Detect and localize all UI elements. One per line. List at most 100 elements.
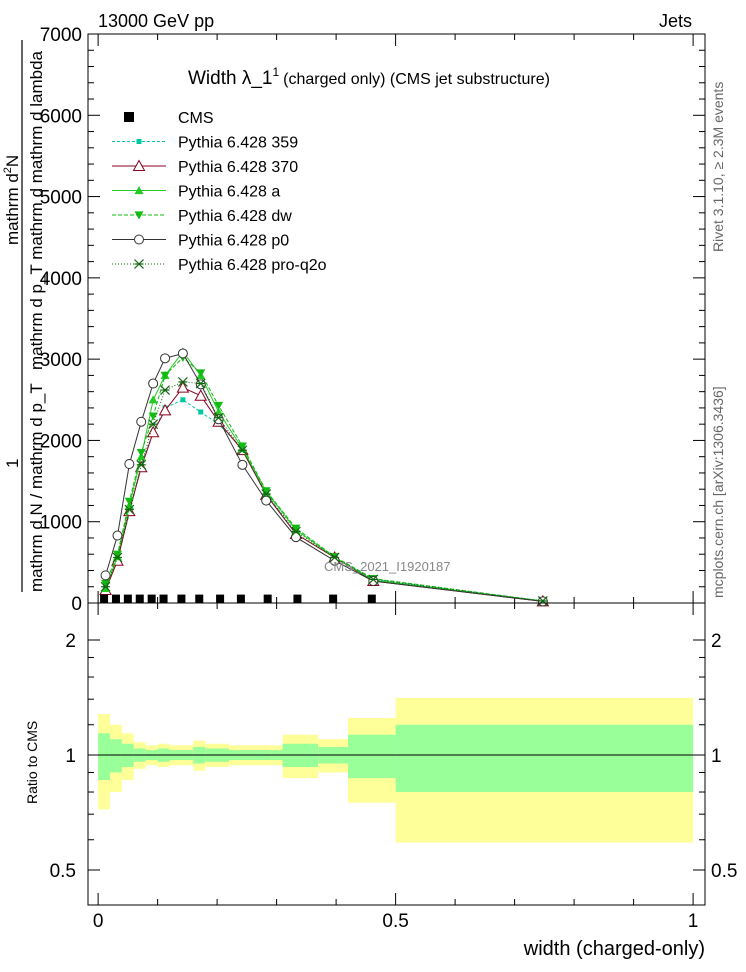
marker	[100, 581, 111, 592]
y-label-one: 1	[3, 459, 22, 468]
marker	[136, 459, 147, 470]
marker	[194, 389, 208, 401]
marker	[158, 403, 172, 416]
legend-item: Pythia 6.428 p0	[112, 233, 289, 250]
x-tick-labels: 0 0.5 1	[93, 911, 699, 932]
chart-title-main: Width λ_1	[188, 68, 272, 89]
legend-label: Pythia 6.428 p0	[178, 233, 289, 250]
ratio-y-tick-label-left: 1	[65, 746, 76, 767]
y-tick-label: 6000	[40, 106, 82, 127]
marker	[148, 395, 158, 404]
ratio-bands	[98, 697, 694, 843]
ratio-band-green	[110, 739, 122, 773]
marker	[101, 579, 111, 588]
marker	[136, 449, 146, 458]
marker	[290, 532, 301, 543]
marker	[148, 378, 159, 389]
marker	[196, 369, 206, 378]
cms-data-layer	[100, 594, 376, 603]
y-tick-label: 3000	[40, 350, 82, 371]
marker	[124, 459, 135, 470]
marker	[134, 259, 144, 269]
marker	[180, 397, 186, 403]
ratio-axis-ticks	[88, 603, 705, 905]
legend-label: Pythia 6.428 359	[178, 135, 298, 152]
legend-item: Pythia 6.428 370	[112, 159, 298, 176]
y-label-frac-denominator-1: mathrm d N / mathrm d p_T	[27, 383, 46, 592]
legend-label: Pythia 6.428 dw	[178, 208, 292, 225]
main-y-tick-labels: 0 1000 2000 3000 4000 5000 6000 7000	[40, 25, 82, 615]
x-tick-label: 1	[688, 911, 699, 932]
cms-point	[135, 594, 144, 603]
mcplots-label: mcplots.cern.ch [arXiv:1306.3436]	[710, 386, 726, 598]
cms-point	[123, 594, 132, 603]
marker	[160, 371, 170, 380]
marker	[237, 445, 248, 456]
legend-item: CMS	[124, 110, 214, 127]
y-label-numerator-b: N	[3, 155, 22, 167]
x-tick-label: 0.5	[382, 911, 408, 932]
legend-item: Pythia 6.428 a	[112, 184, 280, 201]
cms-point	[367, 594, 376, 603]
legend-marker	[124, 112, 134, 122]
marker	[148, 412, 158, 421]
cms-point	[195, 594, 204, 603]
cms-point	[263, 594, 272, 603]
legend-label: Pythia 6.428 a	[178, 184, 280, 201]
marker	[134, 211, 144, 220]
y-axis-label: 1 mathrm d N / mathrm d p_T mathrm d2N m…	[2, 40, 46, 592]
marker	[136, 416, 147, 427]
marker	[100, 570, 111, 581]
marker	[132, 159, 146, 171]
marker	[537, 596, 548, 606]
marker	[124, 504, 135, 515]
y-tick-label: 2000	[40, 431, 82, 452]
y-tick-label: 1000	[40, 513, 82, 534]
marker	[214, 401, 224, 410]
analysis-watermark: CMS_2021_I1920187	[324, 559, 451, 574]
ratio-y-tick-label-right: 2	[711, 631, 722, 652]
ratio-band-green	[348, 734, 396, 779]
ratio-band-green	[98, 733, 111, 781]
legend: CMS Pythia 6.428 359 Pythia 6.428 370 Pythi…	[112, 110, 327, 274]
marker	[160, 385, 170, 395]
header-right: Jets	[659, 11, 692, 31]
ratio-y-tick-label-right: 1	[711, 746, 722, 767]
cms-point	[293, 594, 302, 603]
marker	[124, 497, 134, 506]
marker	[198, 409, 204, 415]
marker	[176, 381, 190, 393]
cms-point	[177, 594, 186, 603]
marker	[177, 348, 188, 359]
ratio-y-label: Ratio to CMS	[24, 721, 40, 804]
ratio-y-tick-label-right: 0.5	[711, 861, 737, 882]
y-label-numerator-a: mathrm d	[3, 173, 22, 245]
legend-label: Pythia 6.428 pro-q2o	[178, 257, 327, 274]
y-tick-label: 5000	[40, 188, 82, 209]
x-axis-label: width (charged-only)	[523, 938, 705, 960]
marker	[368, 574, 379, 585]
ratio-band-green	[395, 724, 694, 793]
y-label-denominator: mathrm d p_T mathrm d mathrm d lambda	[27, 50, 46, 370]
ratio-plot-frame	[87, 602, 706, 906]
legend-item: Pythia 6.428 pro-q2o	[112, 257, 327, 274]
header-left: 13000 GeV pp	[98, 11, 214, 31]
cms-point	[236, 594, 245, 603]
rivet-label: Rivet 3.1.10, ≥ 2.3M events	[710, 82, 726, 252]
marker	[237, 459, 248, 470]
legend-label: Pythia 6.428 370	[178, 159, 298, 176]
y-tick-label: 0	[71, 594, 82, 615]
series	[100, 376, 548, 606]
legend-label: CMS	[178, 110, 214, 127]
ratio-y-tick-label-left: 0.5	[50, 861, 76, 882]
marker	[112, 550, 122, 559]
legend-item: Pythia 6.428 dw	[112, 208, 292, 225]
marker	[261, 489, 272, 500]
y-label-numerator-sup: 2	[2, 167, 14, 173]
marker	[112, 530, 123, 541]
cms-point	[216, 594, 225, 603]
legend-item: Pythia 6.428 359	[112, 135, 298, 152]
marker	[291, 526, 301, 537]
marker	[136, 139, 142, 144]
